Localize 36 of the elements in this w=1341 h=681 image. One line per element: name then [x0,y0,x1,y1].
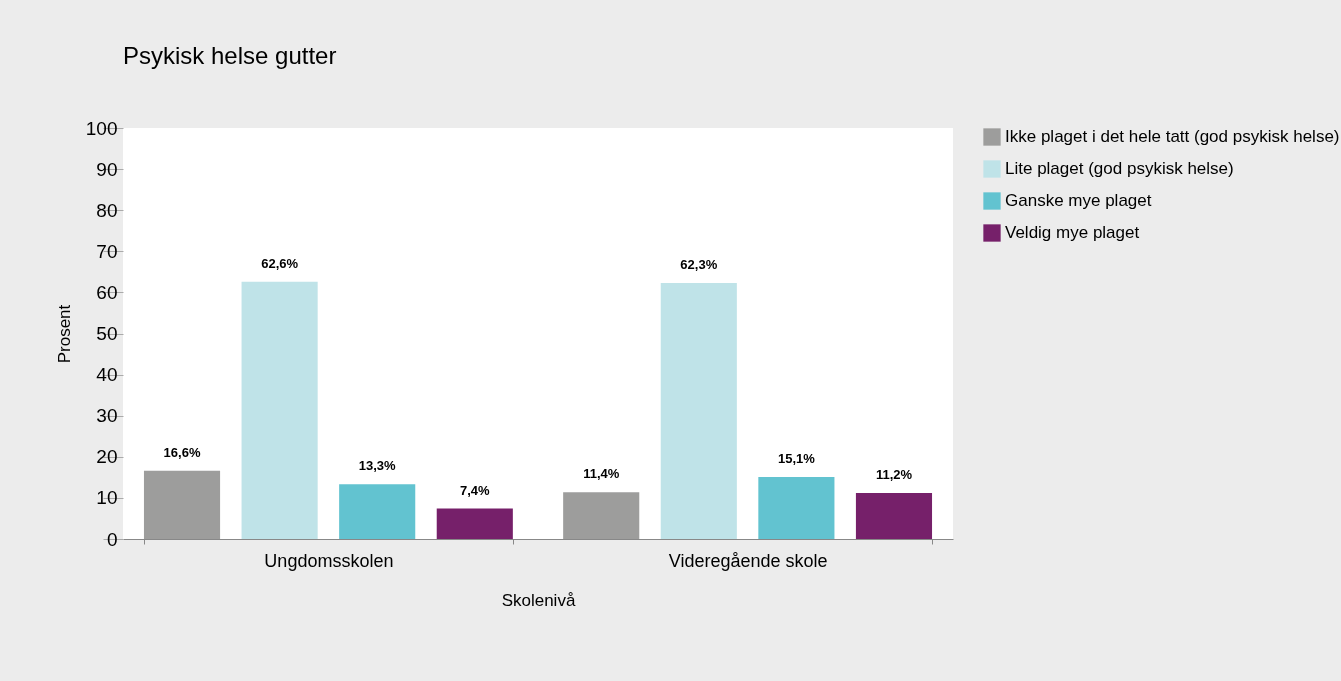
x-tick-label: Ungdomsskolen [264,550,394,571]
y-tick-label: 70 [96,240,118,262]
y-tick-label: 0 [106,528,118,550]
bar [855,492,933,539]
legend-label: Ikke plaget i det hele tatt (god psykisk helse) [1005,127,1340,146]
legend-label: Ganske mye plaget [1005,191,1152,210]
data-label: 62,3% [680,256,718,272]
x-axis-title: Skolenivå [501,590,576,610]
data-label: 11,2% [875,466,913,482]
bar [660,282,737,539]
bar [143,470,221,539]
chart-title: Psykisk helse gutter [123,42,337,69]
y-tick-label: 90 [96,158,118,180]
bar [339,484,416,539]
y-tick-label: 80 [96,199,118,221]
bar [241,281,318,539]
bar [758,476,835,539]
data-label: 16,6% [163,444,201,460]
x-tick-label: Videregående skole [668,550,828,571]
data-label: 15,1% [777,450,816,466]
y-tick-label: 10 [96,487,118,509]
y-tick-label: 20 [96,446,118,468]
legend-label: Lite plaget (god psykisk helse) [1005,159,1234,178]
data-label: 11,4% [583,466,620,482]
data-label: 13,3% [358,458,397,474]
data-label: 7,4% [459,482,491,498]
bar [436,508,513,539]
legend-label: Veldig mye plaget [1005,223,1140,242]
y-tick-label: 100 [85,117,118,139]
data-label: 62,6% [261,255,299,271]
y-tick-label: 50 [96,323,118,344]
y-tick-label: 30 [96,405,118,427]
y-tick-label: 60 [96,281,118,303]
y-tick-label: 40 [96,364,118,386]
y-axis-title: Prosent [54,304,74,364]
bar [563,492,640,539]
